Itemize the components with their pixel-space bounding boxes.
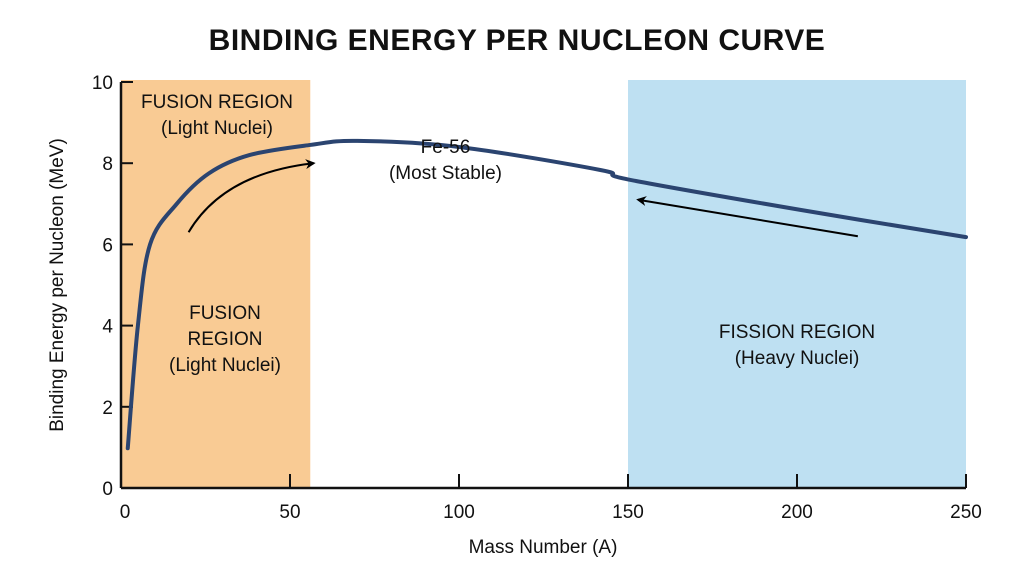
fusion-region-label-top: FUSION REGION (Light Nuclei) bbox=[141, 92, 293, 139]
x-tick-label: 250 bbox=[950, 502, 982, 523]
y-tick-label: 8 bbox=[102, 154, 113, 175]
fusion-region-label-middle: FUSION REGION (Light Nuclei) bbox=[169, 303, 281, 376]
y-tick-label: 0 bbox=[102, 479, 113, 500]
region-label-line: REGION bbox=[188, 329, 263, 350]
y-tick-label: 6 bbox=[102, 235, 113, 256]
binding-energy-curve bbox=[125, 138, 968, 451]
y-axis-label: Binding Energy per Nucleon (MeV) bbox=[47, 138, 68, 432]
fission-region bbox=[628, 80, 966, 488]
fusion-region bbox=[121, 80, 311, 488]
fission-region-label: FISSION REGION (Heavy Nuclei) bbox=[719, 322, 875, 369]
region-label-line: FISSION REGION bbox=[719, 322, 875, 343]
chart-title: BINDING ENERGY PER NUCLEON CURVE bbox=[209, 24, 826, 57]
x-tick-label: 50 bbox=[279, 502, 300, 523]
fusion-arrow bbox=[187, 159, 316, 233]
fe56-label-line: Fe-56 bbox=[421, 137, 471, 158]
x-axis-label: Mass Number (A) bbox=[469, 537, 618, 558]
x-tick-label: 100 bbox=[443, 502, 475, 523]
y-tick-label: 10 bbox=[92, 73, 113, 94]
region-label-line: (Light Nuclei) bbox=[161, 118, 273, 139]
y-tick-label: 4 bbox=[102, 317, 113, 338]
x-tick-label: 0 bbox=[120, 502, 131, 523]
region-label-line: FUSION bbox=[189, 303, 261, 324]
fission-arrow bbox=[636, 196, 859, 238]
x-tick-label: 150 bbox=[612, 502, 644, 523]
region-label-line: FUSION REGION bbox=[141, 92, 293, 113]
fe56-label-line: (Most Stable) bbox=[389, 163, 502, 184]
region-label-line: (Heavy Nuclei) bbox=[735, 348, 860, 369]
x-tick-label: 200 bbox=[781, 502, 813, 523]
y-tick-label: 2 bbox=[102, 398, 113, 419]
fe56-label: Fe-56 (Most Stable) bbox=[389, 137, 502, 184]
region-label-line: (Light Nuclei) bbox=[169, 355, 281, 376]
